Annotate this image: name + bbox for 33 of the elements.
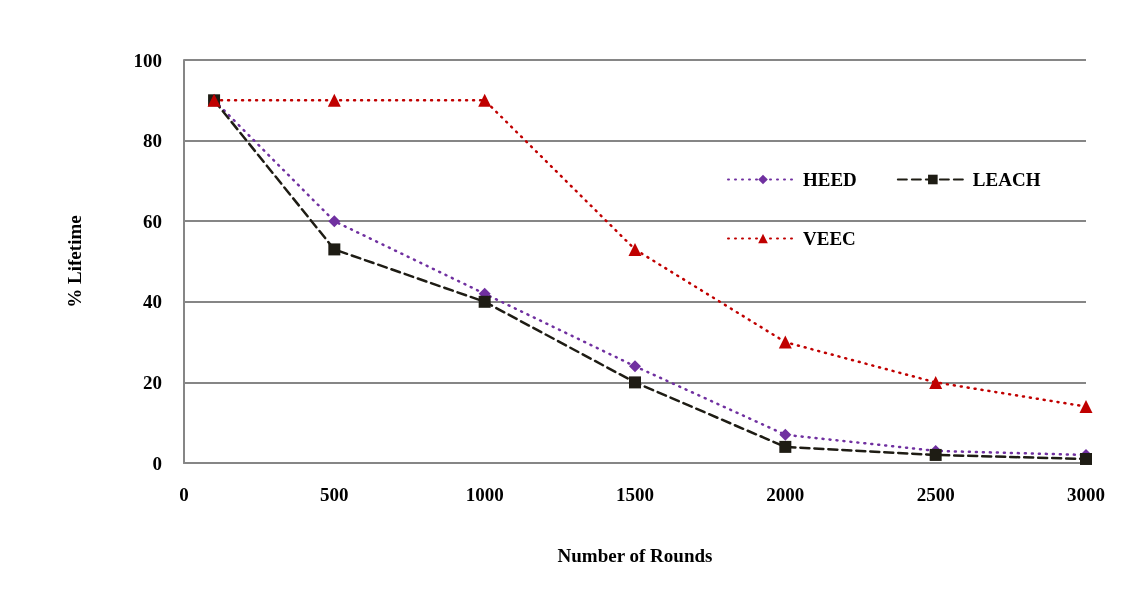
x-tick-label: 2000 <box>766 484 805 505</box>
point <box>327 93 341 107</box>
x-tick-label: 3000 <box>1067 484 1105 505</box>
legend-label: LEACH <box>972 169 1041 190</box>
x-tick-label: 500 <box>320 484 349 505</box>
point <box>1080 452 1092 465</box>
point <box>929 448 942 461</box>
point <box>629 376 641 389</box>
point <box>779 440 792 453</box>
point <box>779 428 792 441</box>
point <box>328 243 341 256</box>
point <box>628 242 642 256</box>
point <box>629 360 641 373</box>
point <box>1079 400 1093 414</box>
y-tick-label: 40 <box>143 291 162 313</box>
y-tick-label: 60 <box>143 210 162 232</box>
y-tick-label: 0 <box>152 452 162 474</box>
point <box>929 375 943 389</box>
y-tick-label: 100 <box>133 49 162 71</box>
x-tick-label: 2500 <box>916 484 955 505</box>
y-tick-label: 80 <box>143 130 162 152</box>
x-tick-label: 1000 <box>465 484 504 505</box>
x-tick-label: 0 <box>179 484 189 505</box>
point <box>328 215 341 228</box>
legend-label: HEED <box>803 169 857 190</box>
point <box>778 335 792 349</box>
y-axis-title: % Lifetime <box>64 215 85 308</box>
x-tick-label: 1500 <box>616 484 654 505</box>
legend-label: VEEC <box>803 228 856 249</box>
x-axis-title: Number of Rounds <box>557 545 713 566</box>
y-tick-label: 20 <box>143 371 162 393</box>
point <box>478 295 491 308</box>
point <box>478 93 492 107</box>
